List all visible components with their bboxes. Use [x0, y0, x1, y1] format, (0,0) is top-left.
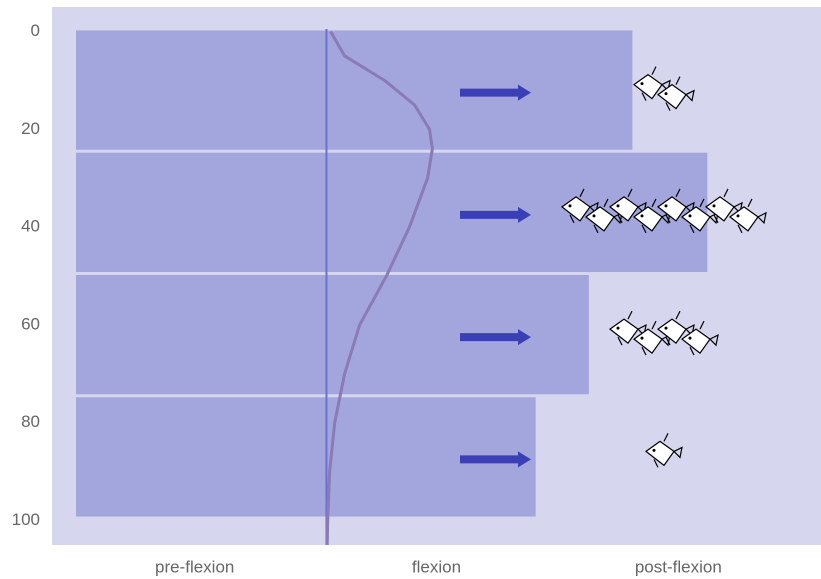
fish-group [632, 66, 695, 111]
fish-eye [640, 82, 644, 86]
fish-eye [568, 204, 572, 208]
y-tick-label: 20 [21, 119, 40, 138]
y-tick-label: 80 [21, 412, 40, 431]
fish-eye [664, 204, 668, 208]
y-tick-label: 40 [21, 217, 40, 236]
y-tick-label: 60 [21, 314, 40, 333]
fish-icon [632, 198, 671, 234]
fish-tail [665, 188, 695, 224]
fish-tail [665, 310, 695, 346]
y-tick-label: 0 [31, 21, 40, 40]
fish-eye [592, 214, 596, 218]
fish-tail [569, 188, 599, 224]
fish-group [608, 310, 719, 356]
arrow [460, 451, 531, 468]
fish-tail [617, 310, 647, 346]
fish-eye [688, 336, 692, 340]
fish-icon [608, 310, 647, 346]
fish-group [644, 433, 683, 468]
fish-eye [688, 214, 692, 218]
x-tick-label: flexion [412, 557, 461, 576]
fish-eye [640, 214, 644, 218]
fish-icon [656, 310, 695, 346]
fish-icon [560, 188, 599, 224]
fish-tail [653, 433, 683, 468]
fish-tail [641, 66, 671, 101]
fish-tail [713, 188, 743, 224]
fish-eye [616, 204, 620, 208]
fish-tail [665, 76, 695, 111]
fish-icon [656, 188, 695, 224]
fish-group [560, 188, 767, 234]
fish-eye [652, 448, 656, 452]
y-tick-label: 100 [12, 510, 40, 529]
fish-eye [616, 326, 620, 330]
fish-tail [617, 188, 647, 224]
fish-icon [656, 76, 695, 111]
arrow [460, 329, 531, 346]
fish-icon [608, 188, 647, 224]
fish-eye [712, 204, 716, 208]
arrow [460, 84, 531, 101]
fish-tail [737, 198, 767, 234]
x-tick-label: post-flexion [635, 557, 722, 576]
fish-icon [704, 188, 743, 224]
fish-eye [640, 336, 644, 340]
fish-eye [664, 92, 668, 96]
fish-tail [689, 320, 719, 356]
fish-eye [736, 214, 740, 218]
fish-icon [680, 320, 719, 356]
x-tick-label: pre-flexion [155, 557, 234, 576]
fish-icon [680, 198, 719, 234]
fish-icon [632, 66, 671, 101]
fish-icon [644, 433, 683, 468]
fish-eye [664, 326, 668, 330]
bar [76, 397, 536, 517]
fish-icon [728, 198, 767, 234]
arrow [460, 206, 531, 223]
bar [76, 30, 633, 150]
density-curve [325, 30, 434, 546]
bar [76, 152, 708, 272]
